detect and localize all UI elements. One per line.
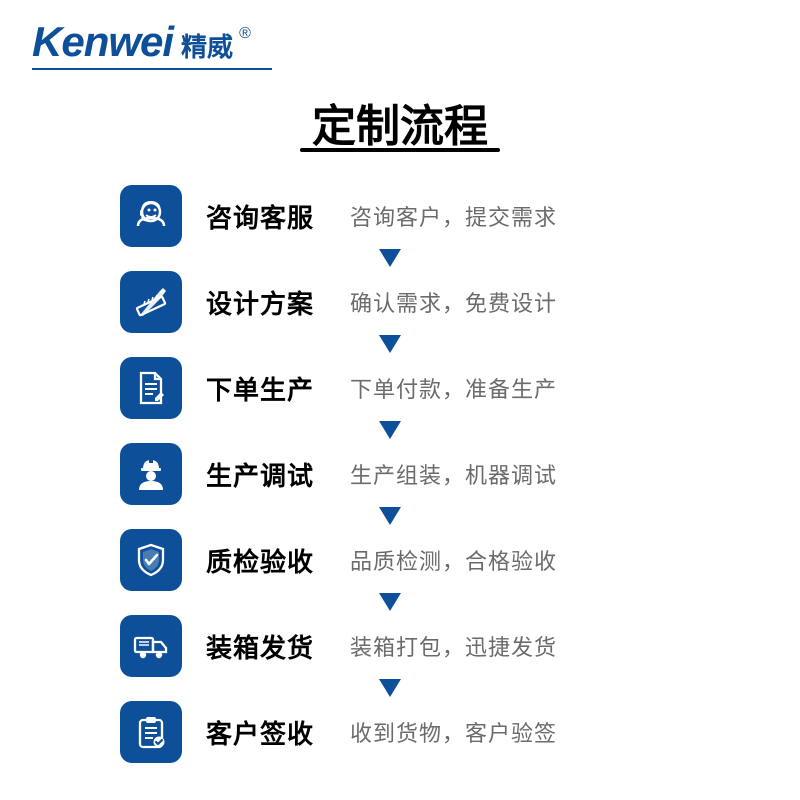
arrow-down-icon: [120, 419, 680, 443]
title-underline: [300, 148, 500, 152]
worker-icon: [120, 443, 182, 505]
clipboard-icon: [120, 701, 182, 763]
arrow-down-icon: [120, 247, 680, 271]
truck-icon: [120, 615, 182, 677]
shield-icon: [120, 529, 182, 591]
logo-underline: [32, 68, 272, 70]
step-title: 生产调试: [206, 456, 326, 493]
step-description: 确认需求，免费设计: [350, 286, 557, 318]
process-step-6: 装箱发货装箱打包，迅捷发货: [120, 615, 680, 677]
step-description: 装箱打包，迅捷发货: [350, 630, 557, 662]
process-step-7: 客户签收收到货物，客户验签: [120, 701, 680, 763]
headset-icon: [120, 185, 182, 247]
arrow-down-icon: [120, 505, 680, 529]
logo-sub-text: 精威: [181, 27, 233, 64]
step-title: 质检验收: [206, 542, 326, 579]
process-step-3: 下单生产下单付款，准备生产: [120, 357, 680, 419]
step-title: 装箱发货: [206, 628, 326, 665]
arrow-down-icon: [120, 677, 680, 701]
step-description: 下单付款，准备生产: [350, 372, 557, 404]
step-title: 下单生产: [206, 370, 326, 407]
step-description: 生产组装，机器调试: [350, 458, 557, 490]
brand-logo: Kenwei 精威 ®: [32, 18, 253, 66]
step-description: 收到货物，客户验签: [350, 716, 557, 748]
arrow-down-icon: [120, 333, 680, 357]
page-title: 定制流程: [0, 90, 800, 154]
arrow-down-icon: [120, 591, 680, 615]
step-title: 咨询客服: [206, 198, 326, 235]
step-title: 客户签收: [206, 714, 326, 751]
process-step-1: 咨询客服咨询客户，提交需求: [120, 185, 680, 247]
process-flowchart: 咨询客服咨询客户，提交需求 设计方案确认需求，免费设计 下单生产下单付款，准备生…: [120, 185, 680, 763]
process-step-5: 质检验收品质检测，合格验收: [120, 529, 680, 591]
process-step-2: 设计方案确认需求，免费设计: [120, 271, 680, 333]
step-description: 咨询客户，提交需求: [350, 200, 557, 232]
step-description: 品质检测，合格验收: [350, 544, 557, 576]
ruler-icon: [120, 271, 182, 333]
logo-registered-mark: ®: [239, 25, 251, 43]
process-step-4: 生产调试生产组装，机器调试: [120, 443, 680, 505]
step-title: 设计方案: [206, 284, 326, 321]
document-icon: [120, 357, 182, 419]
logo-main-text: Kenwei: [32, 18, 173, 66]
